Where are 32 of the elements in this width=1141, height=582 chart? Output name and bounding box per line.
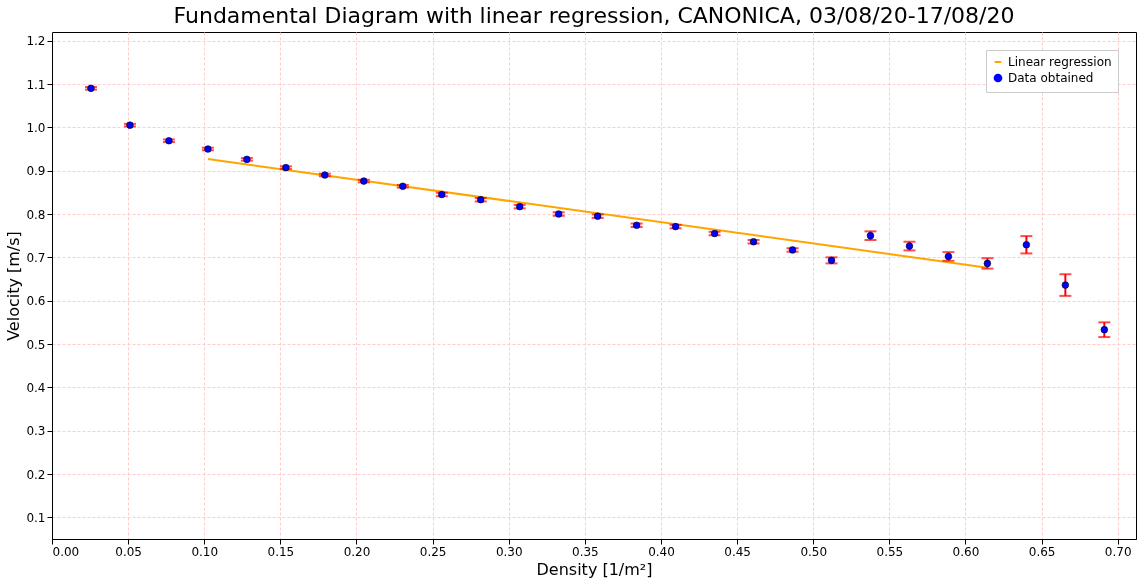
y-tick-label: 0.5 <box>26 337 46 352</box>
y-tick-label: 0.3 <box>26 424 46 439</box>
y-tick-label: 0.9 <box>26 164 46 179</box>
x-tick-label: 0.70 <box>1104 544 1132 559</box>
y-tick-label: 0.1 <box>26 510 46 525</box>
chart-title: Fundamental Diagram with linear regression, CANONICA, 03/08/20-17/08/20 <box>173 3 1015 28</box>
x-tick-label: 0.15 <box>267 544 295 559</box>
x-tick-label: 0.55 <box>876 544 904 559</box>
x-tick-label: 0.20 <box>343 544 371 559</box>
y-tick-label: 0.2 <box>26 467 46 482</box>
y-tick-label: 1.2 <box>26 34 46 49</box>
x-tick-label: 0.60 <box>952 544 980 559</box>
x-tick-label: 0.10 <box>191 544 219 559</box>
y-tick-label: 1.0 <box>26 120 46 135</box>
x-tick-label: 0.45 <box>724 544 751 559</box>
y-tick-label: 0.7 <box>26 250 46 265</box>
legend-label: Data obtained <box>1008 71 1094 85</box>
x-tick-label: 0.50 <box>800 544 828 559</box>
x-tick-label: 0.05 <box>115 544 142 559</box>
y-tick-label: 1.1 <box>26 77 46 92</box>
x-tick-label: 0.65 <box>1028 544 1056 559</box>
x-tick-label: 0.00 <box>52 544 80 559</box>
x-tick-label: 0.40 <box>648 544 675 559</box>
x-tick-label: 0.35 <box>572 544 599 559</box>
x-tick-label: 0.25 <box>419 544 447 559</box>
y-axis-title: Velocity [m/s] <box>4 231 24 341</box>
y-tick-label: 0.8 <box>26 207 46 222</box>
y-tick-label: 0.6 <box>26 294 46 309</box>
x-tick-label: 0.30 <box>495 544 523 559</box>
legend-label: Linear regression <box>1008 55 1112 69</box>
y-tick-label: 0.4 <box>26 380 46 395</box>
x-axis-title: Density [1/m²] <box>536 559 653 579</box>
